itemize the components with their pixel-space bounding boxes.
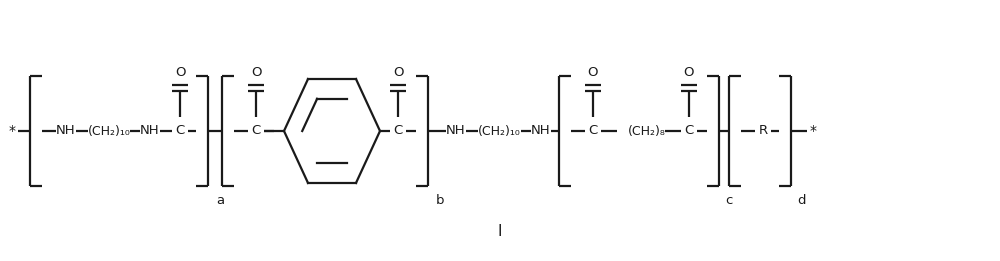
Text: I: I bbox=[498, 223, 502, 239]
Text: (CH₂)₁₀: (CH₂)₁₀ bbox=[88, 124, 130, 138]
Text: (CH₂)₁₀: (CH₂)₁₀ bbox=[478, 124, 520, 138]
Text: C: C bbox=[684, 124, 694, 138]
Text: d: d bbox=[797, 193, 806, 206]
Text: C: C bbox=[175, 124, 185, 138]
Text: NH: NH bbox=[140, 124, 160, 138]
Text: C: C bbox=[251, 124, 261, 138]
Text: (CH₂)₈: (CH₂)₈ bbox=[628, 124, 666, 138]
Text: NH: NH bbox=[531, 124, 551, 138]
Text: O: O bbox=[175, 67, 185, 80]
Text: C: C bbox=[588, 124, 598, 138]
Text: O: O bbox=[588, 67, 598, 80]
Text: C: C bbox=[393, 124, 403, 138]
Text: b: b bbox=[436, 193, 444, 206]
Text: *: * bbox=[8, 124, 16, 138]
Text: *: * bbox=[810, 124, 816, 138]
Text: O: O bbox=[393, 67, 403, 80]
Text: R: R bbox=[758, 124, 768, 138]
Text: c: c bbox=[725, 193, 732, 206]
Text: NH: NH bbox=[56, 124, 76, 138]
Text: NH: NH bbox=[446, 124, 466, 138]
Text: O: O bbox=[251, 67, 261, 80]
Text: O: O bbox=[684, 67, 694, 80]
Text: a: a bbox=[216, 193, 224, 206]
